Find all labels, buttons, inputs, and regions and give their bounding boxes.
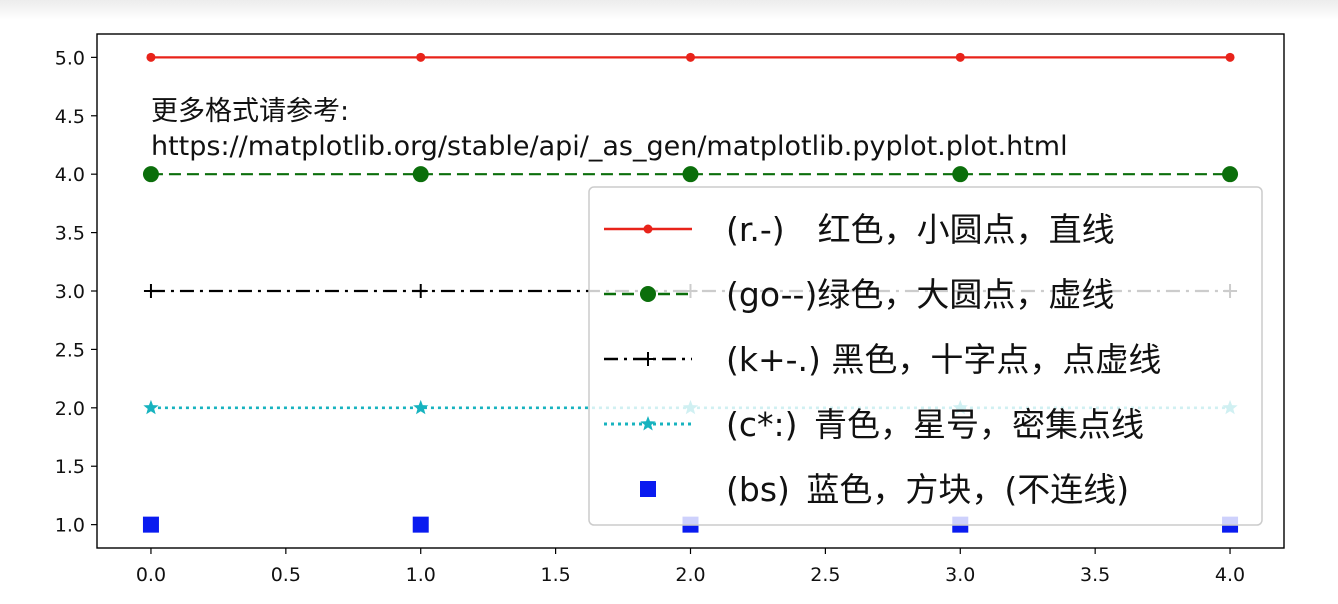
y-tick-label: 3.0 (55, 281, 85, 303)
x-tick-label: 2.0 (675, 564, 705, 586)
series-point (416, 52, 426, 62)
x-tick-label: 4.0 (1215, 564, 1245, 586)
series-point (955, 52, 965, 62)
series-point (682, 166, 699, 183)
legend-box (588, 186, 1263, 526)
legend-label: (c*:) 青色，星号，密集点线 (726, 405, 1144, 444)
series-point (143, 399, 159, 415)
y-tick-label: 2.5 (55, 339, 85, 361)
legend-label: (go--)绿色，大圆点，虚线 (726, 275, 1114, 314)
x-tick-label: 1.5 (541, 564, 571, 586)
legend-marker (640, 416, 656, 431)
y-tick-label: 5.0 (55, 47, 85, 69)
legend-entry-3: (c*:) 青色，星号，密集点线 (604, 405, 1144, 444)
legend-entry-0: (r.-) 红色，小圆点，直线 (604, 210, 1115, 249)
legend-marker (640, 286, 656, 302)
series-point (142, 166, 159, 183)
legend-label: (bs) 蓝色，方块，(不连线) (726, 470, 1129, 509)
x-tick-label: 1.0 (406, 564, 436, 586)
annotation-layer: 更多格式请参考: https://matplotlib.org/stable/a… (151, 96, 1068, 162)
legend-entry-1: (go--)绿色，大圆点，虚线 (604, 275, 1114, 314)
legend-label: (k+-.) 黑色，十字点，点虚线 (726, 340, 1161, 379)
legend-marker (641, 352, 655, 366)
series-point (413, 399, 429, 415)
series-0 (146, 52, 1235, 62)
series-point (1225, 52, 1235, 62)
axes-layer: 0.0 0.5 1.0 1.5 2.0 2.5 3.0 3.5 4.0 1.0 1.5 2.0 2.5 3… (55, 33, 1285, 586)
x-tick-label: 3.0 (945, 564, 975, 586)
x-tick-label: 3.5 (1080, 564, 1110, 586)
legend-entry-2: (k+-.) 黑色，十字点，点虚线 (604, 340, 1161, 379)
series-point (686, 52, 695, 62)
legend-marker (640, 481, 656, 497)
annotation-text-heading: 更多格式请参考: (151, 96, 349, 127)
x-tick-label: 0.0 (136, 564, 166, 586)
series-point (1222, 166, 1239, 183)
y-tick-label: 3.5 (55, 223, 85, 245)
legend-label: (r.-) 红色，小圆点，直线 (726, 210, 1115, 249)
legend-entry-4: (bs) 蓝色，方块，(不连线) (640, 470, 1129, 509)
series-point (412, 516, 429, 533)
x-tick-label: 0.5 (271, 564, 301, 586)
y-tick-label: 2.0 (55, 398, 85, 420)
x-tick-label: 2.5 (810, 564, 840, 586)
y-tick-label: 1.0 (55, 515, 85, 537)
series-point (143, 284, 158, 298)
legend-marker (643, 224, 653, 234)
series-point (413, 284, 428, 298)
annotation-text-url: https://matplotlib.org/stable/api/_as_ge… (151, 131, 1068, 162)
legend: (r.-) 红色，小圆点，直线 (go--)绿色，大圆点，虚线 (k+-.) 黑色，… (588, 186, 1263, 526)
series-1 (142, 166, 1239, 183)
screen-top-shade (0, 0, 1338, 20)
y-tick-label: 1.5 (55, 456, 85, 478)
series-point (412, 166, 429, 183)
y-tick-label: 4.5 (55, 106, 85, 128)
series-point (952, 166, 969, 183)
series-point (142, 516, 159, 533)
y-tick-label: 4.0 (55, 164, 85, 186)
series-point (146, 52, 156, 62)
